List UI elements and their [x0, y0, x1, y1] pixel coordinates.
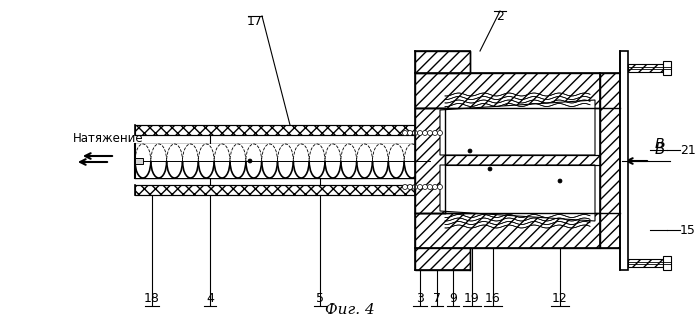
- Text: 3: 3: [416, 292, 424, 305]
- Bar: [628, 64, 663, 72]
- Text: 19: 19: [464, 292, 480, 305]
- Text: 9: 9: [449, 292, 457, 305]
- Circle shape: [417, 184, 423, 190]
- Text: Натяжение: Натяжение: [73, 132, 144, 145]
- Circle shape: [428, 130, 433, 136]
- Bar: [440, 165, 595, 211]
- Circle shape: [412, 184, 417, 190]
- Bar: [135, 125, 415, 135]
- Circle shape: [402, 184, 407, 190]
- Polygon shape: [440, 100, 595, 155]
- Bar: [600, 73, 620, 248]
- Bar: [628, 259, 663, 267]
- Circle shape: [438, 130, 442, 136]
- Circle shape: [488, 167, 492, 171]
- Text: 18: 18: [144, 292, 160, 305]
- Text: 16: 16: [485, 292, 501, 305]
- Circle shape: [417, 130, 423, 136]
- Circle shape: [558, 179, 562, 183]
- Text: 5: 5: [316, 292, 324, 305]
- Bar: [415, 213, 600, 248]
- Circle shape: [423, 130, 428, 136]
- Bar: [663, 256, 671, 270]
- Polygon shape: [440, 165, 595, 221]
- Bar: [663, 61, 671, 75]
- Circle shape: [412, 130, 417, 136]
- Circle shape: [248, 159, 252, 163]
- Text: 21: 21: [680, 143, 696, 157]
- Circle shape: [407, 130, 412, 136]
- Text: 4: 4: [206, 292, 214, 305]
- Text: Фиг. 4: Фиг. 4: [325, 303, 375, 317]
- Text: В: В: [655, 142, 666, 157]
- Text: В: В: [655, 137, 664, 151]
- Bar: [445, 155, 600, 165]
- Bar: [440, 110, 595, 155]
- Text: 15: 15: [680, 224, 696, 236]
- Circle shape: [438, 184, 442, 190]
- Bar: [415, 73, 600, 108]
- Bar: [135, 185, 415, 195]
- Bar: [415, 108, 445, 213]
- Text: 17: 17: [247, 15, 263, 28]
- Circle shape: [433, 184, 438, 190]
- Bar: [620, 51, 628, 270]
- Bar: [415, 248, 470, 270]
- Polygon shape: [415, 185, 440, 195]
- Text: 7: 7: [433, 292, 441, 305]
- Text: 2: 2: [496, 10, 504, 23]
- Circle shape: [423, 184, 428, 190]
- Text: 12: 12: [552, 292, 568, 305]
- Circle shape: [407, 184, 412, 190]
- Circle shape: [433, 130, 438, 136]
- Bar: [415, 51, 470, 73]
- Circle shape: [402, 130, 407, 136]
- Circle shape: [428, 184, 433, 190]
- Bar: [135, 144, 420, 178]
- Circle shape: [468, 149, 472, 153]
- Polygon shape: [135, 158, 143, 164]
- Polygon shape: [415, 125, 440, 135]
